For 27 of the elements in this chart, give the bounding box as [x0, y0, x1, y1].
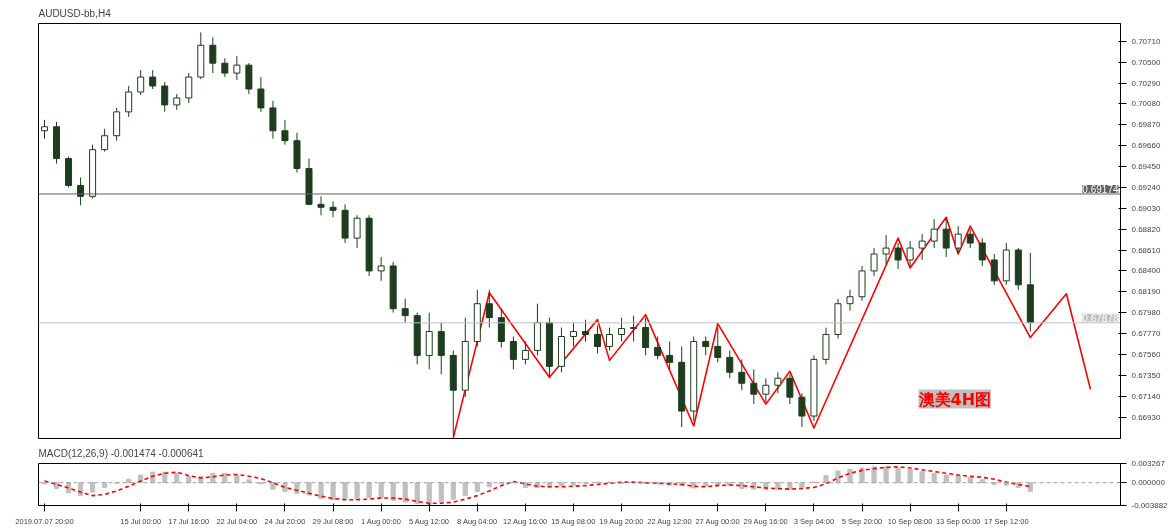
y-tick-label: 0.66930: [1131, 412, 1161, 422]
y-tick-label: 0.70710: [1131, 36, 1161, 46]
y-tick-label: 0.68610: [1131, 245, 1161, 255]
y-tick-label: 0.69240: [1131, 182, 1161, 192]
y-tick-label: 0.69870: [1131, 120, 1161, 130]
y-tick-label: 0.69660: [1131, 141, 1161, 151]
ref-line-label: 0.69174: [1082, 183, 1119, 195]
y-tick-label: 0.70080: [1131, 99, 1161, 109]
y-tick-label: 0.70290: [1131, 78, 1161, 88]
y-tick-label: 0.67350: [1131, 370, 1161, 380]
chart-title: MACD(12,26,9) -0.001474 -0.000641: [38, 447, 205, 459]
y-tick-label: 0.68190: [1131, 287, 1161, 297]
y-tick-label: 0.003267: [1131, 459, 1166, 468]
y-tick-label: 0.70500: [1131, 57, 1161, 67]
y-tick-label: -0.003882: [1131, 501, 1169, 510]
y-tick-label: 0.69030: [1131, 203, 1161, 213]
y-tick-label: 0.000000: [1131, 478, 1166, 488]
y-tick-label: 0.67980: [1131, 308, 1161, 318]
annotation: 澳美4H图: [917, 389, 992, 409]
y-tick-label: 0.67560: [1131, 349, 1161, 359]
ref-line-label: 0.67878: [1082, 312, 1119, 324]
y-tick-label: 0.68820: [1131, 224, 1161, 234]
y-tick-label: 0.68400: [1131, 266, 1161, 276]
y-tick-label: 0.67140: [1131, 391, 1161, 401]
y-tick-label: 0.69450: [1131, 162, 1161, 172]
chart-title: AUDUSD-bb,H4: [38, 7, 112, 19]
y-tick-label: 0.67770: [1131, 329, 1161, 339]
